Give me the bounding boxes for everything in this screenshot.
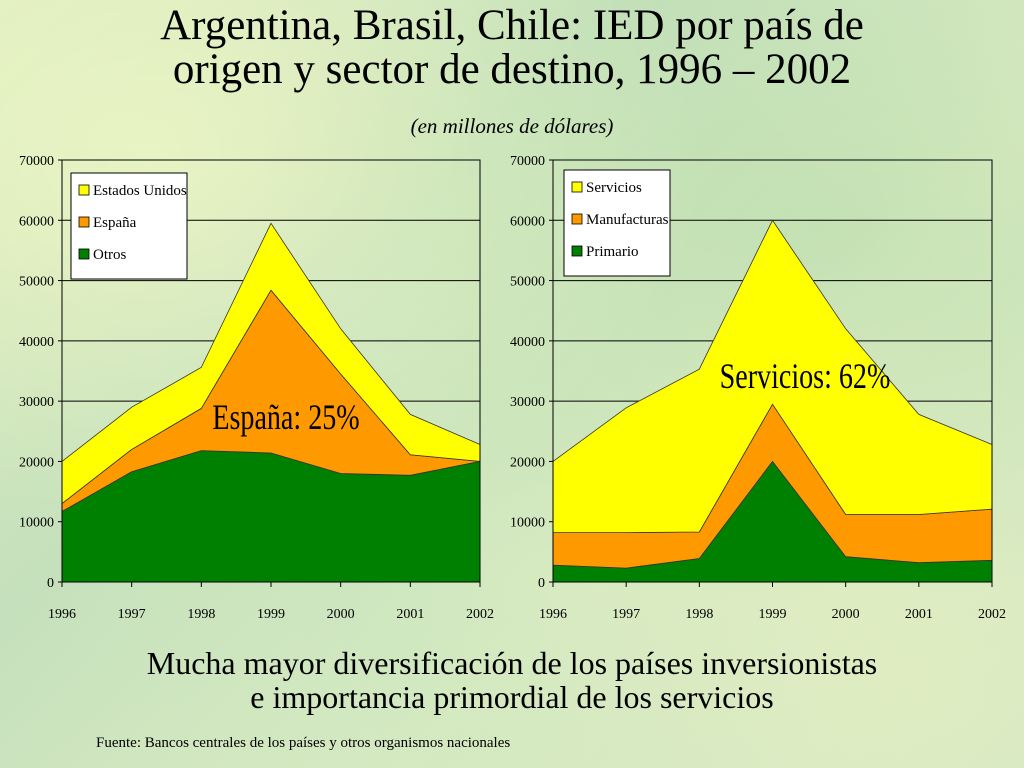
x-tick-label: 2002 <box>978 607 1006 622</box>
y-tick-label: 0 <box>538 576 545 591</box>
x-tick-label: 1996 <box>539 607 567 622</box>
legend-label: España <box>93 215 137 231</box>
y-tick-label: 50000 <box>19 275 54 290</box>
y-tick-label: 10000 <box>510 516 545 531</box>
y-tick-label: 40000 <box>510 335 545 350</box>
y-tick-label: 60000 <box>510 214 545 229</box>
y-tick-label: 70000 <box>510 154 545 169</box>
chart-by-origin-svg: 0 10000 20000 30000 40000 50000 60000 70000 1996… <box>19 154 494 622</box>
x-tick-label: 2002 <box>466 607 494 622</box>
y-tick-label: 70000 <box>19 154 54 169</box>
y-tick-label: 20000 <box>510 455 545 470</box>
y-tick-label: 60000 <box>19 214 54 229</box>
x-tick-label: 2001 <box>905 607 933 622</box>
title-line-1: Argentina, Brasil, Chile: IED por país d… <box>160 2 864 49</box>
annotation-label: España: 25% <box>212 397 359 437</box>
chart-by-sector: 0 10000 20000 30000 40000 50000 60000 70000 1996… <box>500 148 1024 628</box>
x-tick-label: 1998 <box>685 607 713 622</box>
x-tick-label: 1998 <box>187 607 215 622</box>
x-tick-label: 1997 <box>118 607 146 622</box>
y-tick-label: 30000 <box>510 395 545 410</box>
legend-label: Otros <box>93 247 126 263</box>
x-tick-label: 2001 <box>396 607 424 622</box>
y-tick-label: 10000 <box>19 516 54 531</box>
y-tick-label: 50000 <box>510 275 545 290</box>
title-line-2: origen y sector de destino, 1996 – 2002 <box>172 46 852 93</box>
x-tick-label: 1999 <box>759 607 787 622</box>
conclusion-line-1: Mucha mayor diversificación de los paíse… <box>146 645 878 681</box>
y-tick-label: 40000 <box>19 335 54 350</box>
legend: Servicios Manufacturas Primario <box>563 169 671 277</box>
conclusion-text: Mucha mayor diversificación de los paíse… <box>0 646 1024 714</box>
y-tick-label: 20000 <box>19 455 54 470</box>
legend-swatch <box>571 213 583 225</box>
legend-swatch <box>78 216 90 228</box>
x-tick-label: 1996 <box>48 607 76 622</box>
y-tick-label: 0 <box>47 576 54 591</box>
conclusion-line-2: e importancia primordial de los servicio… <box>250 679 774 715</box>
x-tick-label: 1997 <box>612 607 640 622</box>
x-tick-label: 2000 <box>832 607 860 622</box>
annotation-label: Servicios: 62% <box>720 356 891 396</box>
legend-swatch <box>78 248 90 260</box>
legend-label: Servicios <box>586 180 642 196</box>
slide-title: Argentina, Brasil, Chile: IED por país d… <box>0 4 1024 92</box>
legend-label: Manufacturas <box>586 212 669 228</box>
legend-label: Primario <box>586 244 639 260</box>
legend-swatch <box>571 181 583 193</box>
chart-by-sector-svg: 0 10000 20000 30000 40000 50000 60000 70000 1996… <box>510 154 1006 622</box>
legend: Estados Unidos España Otros <box>70 172 188 280</box>
y-tick-label: 30000 <box>19 395 54 410</box>
chart-by-origin: 0 10000 20000 30000 40000 50000 60000 70000 1996… <box>0 148 500 628</box>
x-tick-label: 2000 <box>327 607 355 622</box>
legend-swatch <box>78 184 90 196</box>
source-note: Fuente: Bancos centrales de los países y… <box>96 735 511 751</box>
legend-box <box>70 172 188 280</box>
legend-label: Estados Unidos <box>93 183 187 199</box>
slide-subtitle: (en millones de dólares) <box>410 114 614 138</box>
legend-swatch <box>571 245 583 257</box>
x-tick-label: 1999 <box>257 607 285 622</box>
